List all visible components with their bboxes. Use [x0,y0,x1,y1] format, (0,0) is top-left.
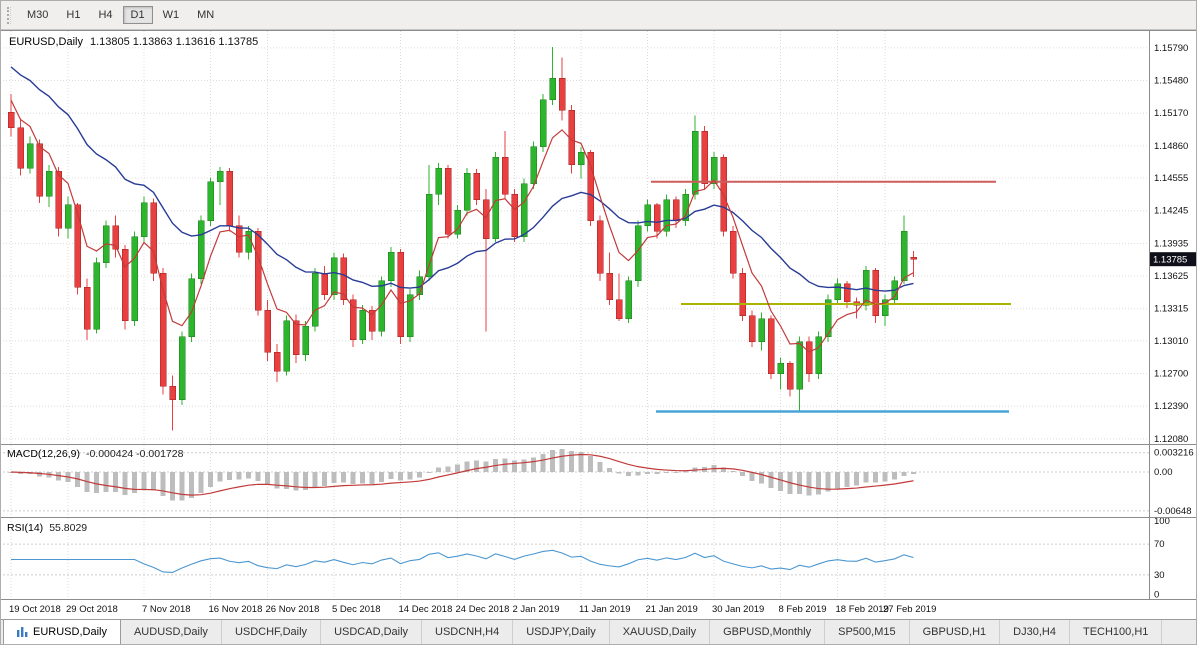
svg-text:16 Nov 2018: 16 Nov 2018 [209,604,263,615]
tab-eurusd-daily[interactable]: EURUSD,Daily [3,620,121,644]
chart-title: EURUSD,Daily 1.13805 1.13863 1.13616 1.13… [9,36,258,48]
tab-gbpusd-h1[interactable]: GBPUSD,H1 [910,620,1001,644]
time-axis[interactable]: 19 Oct 2018 29 Oct 2018 7 Nov 2018 16 Nov 2… [9,604,936,615]
svg-text:7 Nov 2018: 7 Nov 2018 [142,604,191,615]
tab-tech100-h1[interactable]: TECH100,H1 [1070,620,1163,644]
tab-xauusd-daily[interactable]: XAUUSD,Daily [610,620,711,644]
current-price-badge [1150,252,1196,267]
svg-text:2 Jan 2019: 2 Jan 2019 [513,604,560,615]
svg-text:14 Dec 2018: 14 Dec 2018 [399,604,453,615]
svg-text:27 Feb 2019: 27 Feb 2019 [883,604,936,615]
tab-label: USDJPY,Daily [526,626,596,638]
tab-label: AUDUSD,Daily [133,626,208,638]
timeframe-h4-button[interactable]: H4 [90,6,120,24]
macd-layer [3,448,1150,512]
tab-label: GBPUSD,Monthly [723,626,812,638]
svg-text:70: 70 [1154,539,1165,550]
svg-text:1.13625: 1.13625 [1154,271,1188,282]
svg-text:0: 0 [1154,590,1159,601]
svg-text:100: 100 [1154,516,1170,527]
svg-text:0.00: 0.00 [1154,467,1173,478]
ma-slow-line [10,66,914,292]
timeframe-m30-button[interactable]: M30 [19,6,56,24]
rsi-name: RSI(14) [7,522,44,534]
rsi-indicator-label: RSI(14) 55.8029 [7,522,87,534]
price-axis[interactable]: 1.15790 1.15480 1.15170 1.14860 1.14555 1.142… [1150,43,1197,601]
svg-text:30: 30 [1154,570,1165,581]
macd-indicator-label: MACD(12,26,9) -0.000424 -0.001728 [7,448,183,460]
tab-usdcad-daily[interactable]: USDCAD,Daily [321,620,423,644]
chart-ohlc-values: 1.13805 1.13863 1.13616 1.13785 [89,36,259,48]
svg-text:1.13935: 1.13935 [1154,238,1188,249]
svg-text:1.13315: 1.13315 [1154,304,1188,315]
svg-text:1.12390: 1.12390 [1154,401,1188,412]
svg-text:21 Jan 2019: 21 Jan 2019 [646,604,698,615]
tab-usdcnh-h4[interactable]: USDCNH,H4 [422,620,514,644]
svg-text:18 Feb 2019: 18 Feb 2019 [836,604,889,615]
timeframe-d1-button[interactable]: D1 [122,6,153,24]
tab-usdjpy-daily[interactable]: USDJPY,Daily [513,620,610,644]
tab-label: USDCHF,Daily [234,626,308,638]
tab-sp500-m15[interactable]: SP500,M15 [825,620,910,644]
tab-dj30-h4[interactable]: DJ30,H4 [1000,620,1070,644]
tab-label: EURUSD,Daily [33,626,107,638]
svg-text:1.12080: 1.12080 [1154,434,1188,445]
tab-label: GBPUSD,H1 [922,626,987,638]
svg-text:29 Oct 2018: 29 Oct 2018 [66,604,118,615]
timeframe-toolbar: M30 H1 H4 D1 W1 MN [1,1,1196,30]
moving-averages-layer [10,66,914,353]
svg-text:1.14245: 1.14245 [1154,206,1188,217]
svg-text:1.13010: 1.13010 [1154,336,1188,347]
svg-text:11 Jan 2019: 11 Jan 2019 [579,604,631,615]
macd-values: -0.000424 -0.001728 [85,448,184,460]
macd-name: MACD(12,26,9) [7,448,80,460]
svg-text:5 Dec 2018: 5 Dec 2018 [332,604,381,615]
tab-label: DJ30,H4 [1013,626,1056,638]
svg-text:30 Jan 2019: 30 Jan 2019 [712,604,764,615]
svg-text:-0.00648: -0.00648 [1154,506,1192,517]
price-chart-canvas[interactable]: 1.15790 1.15480 1.15170 1.14860 1.14555 1.142… [1,1,1197,621]
svg-text:1.14860: 1.14860 [1154,141,1188,152]
tab-label: USDCAD,Daily [334,626,409,638]
svg-text:19 Oct 2018: 19 Oct 2018 [9,604,61,615]
panel-borders [1,30,1196,600]
tab-label: TECH100,H1 [1082,626,1149,638]
tab-label: USDCNH,H4 [435,626,500,638]
rsi-layer [3,543,1150,576]
svg-text:8 Feb 2019: 8 Feb 2019 [779,604,827,615]
svg-text:26 Nov 2018: 26 Nov 2018 [266,604,320,615]
grid-layer [3,31,1150,598]
chart-tab-icon [17,627,28,637]
tab-usdchf-daily[interactable]: USDCHF,Daily [222,620,322,644]
tab-audusd-daily[interactable]: AUDUSD,Daily [121,620,222,644]
hlines-layer [651,180,1011,413]
tab-label: SP500,M15 [838,626,896,638]
chart-tab-bar: EURUSD,Daily AUDUSD,Daily USDCHF,Daily U… [1,619,1196,644]
timeframe-w1-button[interactable]: W1 [155,6,188,24]
ma-fast-line [10,99,914,353]
svg-text:1.14555: 1.14555 [1154,173,1188,184]
svg-text:0.003216: 0.003216 [1154,448,1194,459]
timeframe-mn-button[interactable]: MN [189,6,222,24]
svg-text:1.13785: 1.13785 [1153,255,1187,266]
svg-text:1.15170: 1.15170 [1154,108,1188,119]
chart-symbol-label: EURUSD,Daily [9,36,83,48]
timeframe-h1-button[interactable]: H1 [58,6,88,24]
tab-gbpusd-monthly[interactable]: GBPUSD,Monthly [710,620,826,644]
svg-text:1.12700: 1.12700 [1154,369,1188,380]
svg-text:1.15790: 1.15790 [1154,43,1188,54]
tab-label: XAUUSD,Daily [622,626,697,638]
rsi-value: 55.8029 [49,522,88,534]
toolbar-grip-handle[interactable] [7,6,11,24]
svg-text:1.15480: 1.15480 [1154,76,1188,87]
svg-text:24 Dec 2018: 24 Dec 2018 [456,604,510,615]
